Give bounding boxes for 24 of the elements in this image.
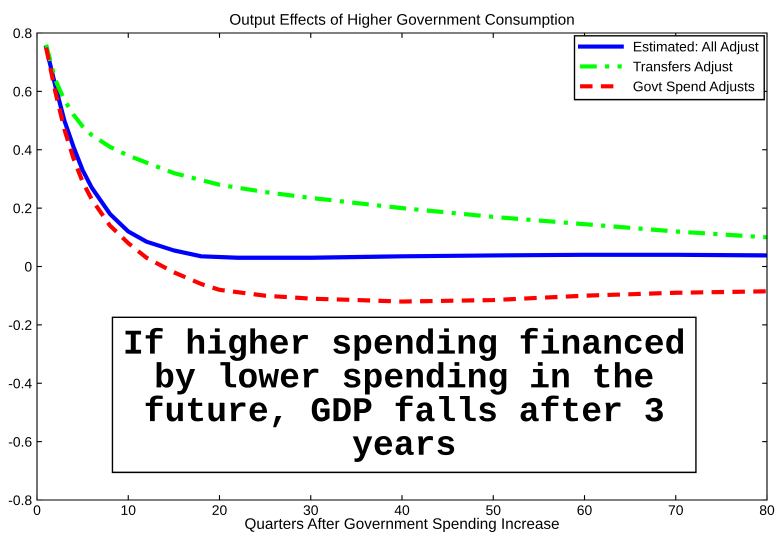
y-tick-label: 0.6: [13, 86, 32, 97]
annotation: If higher spending financed by lower spending in the future, GDP falls after 3 years: [126, 328, 684, 462]
y-tick-label: -0.4: [8, 378, 32, 388]
legend-label: Govt Spend Adjusts: [634, 81, 754, 94]
x-tick-label: 70: [668, 505, 683, 516]
x-axis-title: Quarters After Government Spending Increase: [245, 518, 559, 532]
x-tick-label: 80: [760, 505, 774, 516]
y-tick-label: -0.2: [8, 320, 32, 330]
x-tick-label: 10: [122, 505, 136, 516]
x-tick-label: 40: [394, 505, 410, 516]
x-tick-label: 0: [34, 505, 40, 516]
y-tick-label: 0.2: [13, 203, 32, 214]
x-tick-label: 20: [212, 505, 227, 516]
legend-label: Transfers Adjust: [633, 61, 733, 74]
legend-label: Estimated: All Adjust: [634, 41, 759, 54]
y-tick-label: 0.4: [13, 145, 32, 155]
y-tick-label: 0: [24, 262, 32, 272]
y-tick-label: -0.6: [8, 436, 32, 447]
y-tick-label: 0.8: [13, 28, 32, 38]
x-tick-label: 50: [486, 505, 500, 516]
x-tick-label: 60: [577, 505, 592, 516]
chart-title: Output Effects of Higher Government Consumption: [230, 14, 574, 28]
x-tick-label: 30: [304, 505, 318, 516]
y-tick-label: -0.8: [8, 495, 32, 506]
